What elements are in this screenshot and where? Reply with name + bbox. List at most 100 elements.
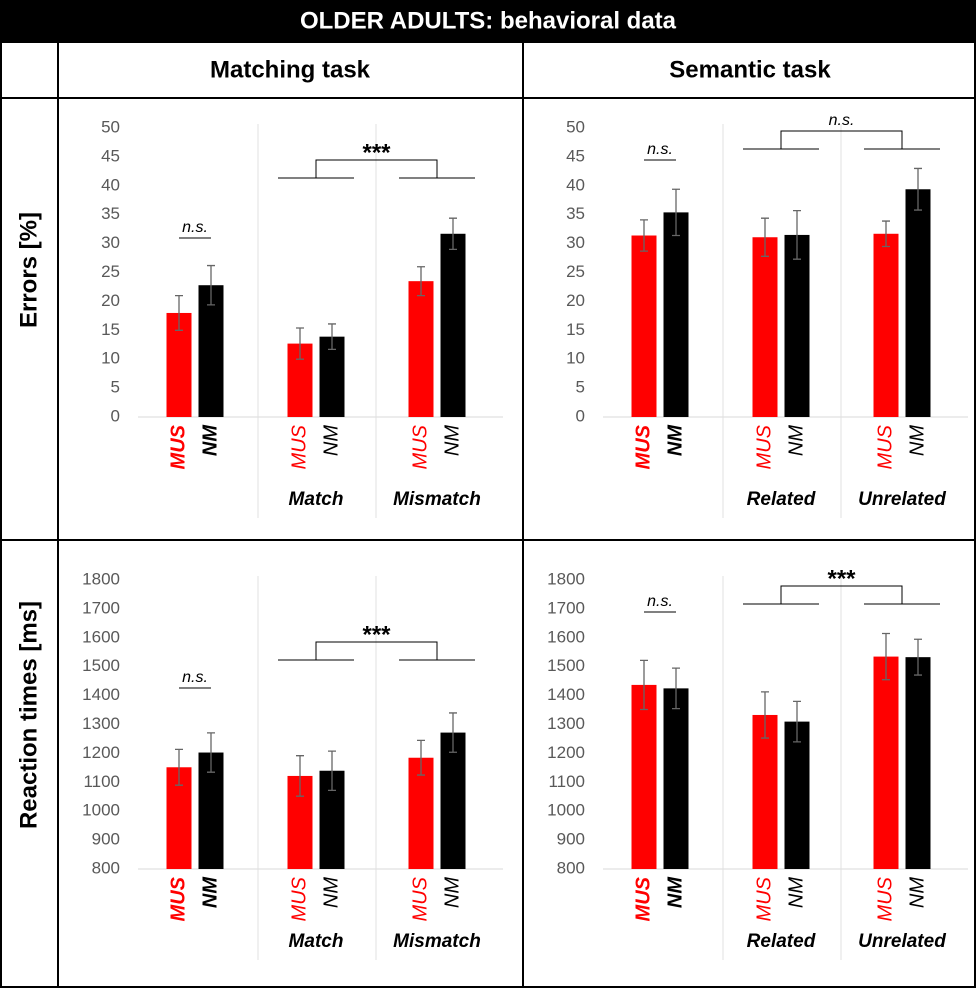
y-tick-label: 40 [566,175,585,194]
error-bar [328,323,336,351]
y-tick-label: 20 [101,291,120,310]
y-tick-label: 35 [566,204,585,223]
y-tick-label: 30 [566,233,585,252]
significance-label: n.s. [182,219,208,236]
y-tick-label: 1800 [82,569,120,588]
bar-label: NM [320,425,342,456]
y-tick-label: 25 [566,262,585,281]
bar-label: NM [906,425,928,456]
bar-label: NM [441,425,463,456]
bar [905,657,931,869]
error-bar [328,750,336,792]
y-tick-label: 1200 [82,743,120,762]
title-bar [0,0,976,42]
group-label: Mismatch [393,489,481,510]
y-tick-label: 1400 [82,685,120,704]
significance-bracket [743,130,940,150]
bar [905,189,931,417]
error-bar [640,659,648,711]
y-tick-label: 800 [92,858,120,877]
error-bar [882,220,890,248]
bar-label: MUS [409,876,431,921]
bar-label: MUS [167,424,189,469]
figure-title: OLDER ADULTS: behavioral data [300,7,677,34]
bar-label: MUS [753,424,775,469]
y-tick-label: 1400 [547,685,585,704]
y-tick-label: 5 [111,378,120,397]
y-tick-label: 1700 [82,598,120,617]
y-tick-label: 5 [576,378,585,397]
significance-label: n.s. [829,112,855,129]
error-bar [296,755,304,797]
error-bar [882,632,890,681]
bar-label: MUS [167,876,189,921]
bar [663,212,689,417]
bar-label: MUS [288,876,310,921]
bar [752,714,778,869]
column-header: Semantic task [669,56,831,83]
y-tick-label: 1000 [547,801,585,820]
error-bar [175,748,183,786]
bar [752,237,778,417]
bar [873,233,899,417]
y-tick-label: 0 [111,406,120,425]
y-tick-label: 1300 [82,714,120,733]
bar-label: NM [664,876,686,908]
error-bar [417,739,425,776]
error-bar [914,638,922,676]
y-tick-label: 1500 [82,656,120,675]
bar-label: NM [906,877,928,908]
error-bar [914,167,922,211]
bar-label: MUS [288,424,310,469]
significance-bracket [278,159,475,179]
significance-label: n.s. [647,593,673,610]
y-tick-label: 1500 [547,656,585,675]
bar [784,234,810,417]
group-label: Unrelated [858,489,946,510]
y-tick-label: 900 [92,830,120,849]
bar [440,233,466,417]
bar-label: NM [785,877,807,908]
y-tick-label: 30 [101,233,120,252]
y-tick-label: 10 [566,349,585,368]
bar [631,235,657,417]
y-tick-label: 10 [101,349,120,368]
row-header: Errors [%] [15,212,42,328]
bar [784,721,810,869]
error-bar [640,219,648,252]
y-tick-label: 1100 [83,772,120,791]
bar-label: NM [320,877,342,908]
row-header: Reaction times [ms] [15,601,42,829]
y-tick-label: 1000 [82,801,120,820]
group-label: Match [289,489,344,510]
group-label: Related [747,489,816,510]
y-tick-label: 0 [576,406,585,425]
bar-label: MUS [632,876,654,921]
bar-label: MUS [753,876,775,921]
bar [408,757,434,869]
error-bar [449,712,457,753]
y-tick-label: 1600 [82,627,120,646]
group-label: Mismatch [393,931,481,952]
error-bar [761,217,769,257]
error-bar [793,210,801,260]
y-tick-label: 1600 [547,627,585,646]
error-bar [175,294,183,331]
y-tick-label: 900 [557,830,585,849]
error-bar [417,266,425,297]
error-bar [449,217,457,251]
group-label: Related [747,931,816,952]
error-bar [207,264,215,306]
bar [663,688,689,869]
bar-label: NM [199,424,221,456]
bar-label: MUS [874,876,896,921]
y-tick-label: 35 [101,204,120,223]
bar [873,656,899,869]
bar [631,684,657,869]
y-tick-label: 1300 [547,714,585,733]
y-tick-label: 50 [566,117,585,136]
bar [440,732,466,869]
significance-label: n.s. [182,669,208,686]
bar-label: MUS [874,424,896,469]
